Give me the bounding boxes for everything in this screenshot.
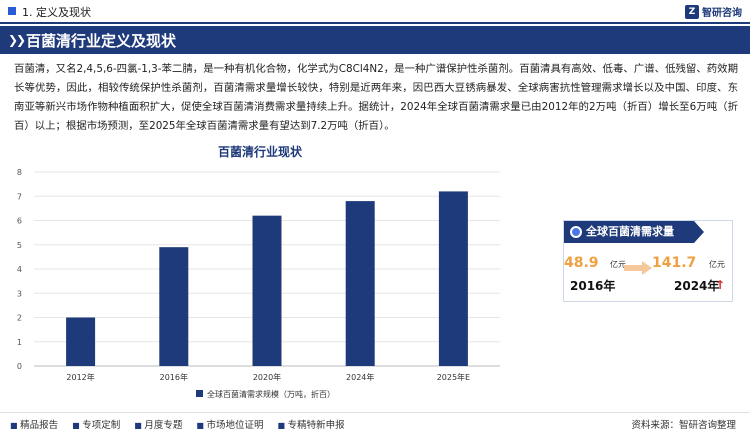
y-tick-label: 0 — [17, 362, 22, 371]
brand-name: 智研咨询 — [702, 8, 742, 19]
source-note: 资料来源：智研咨询整理 — [631, 420, 736, 431]
section-marker-icon — [8, 7, 16, 15]
footer-link[interactable]: 专项定制 — [72, 417, 120, 431]
demand-card: 全球百菌清需求量 48.9 亿元 141.7 亿元 2016年 2024年 ↑ — [563, 220, 733, 302]
value-2024: 141.7 — [652, 255, 697, 271]
x-tick-label: 2025年E — [437, 372, 470, 382]
x-tick-label: 2012年 — [66, 372, 94, 382]
bar — [159, 247, 189, 366]
growth-arrow-icon — [624, 261, 652, 275]
globe-icon — [570, 226, 582, 238]
y-tick-label: 4 — [17, 265, 22, 274]
section-label: 1. 定义及现状 — [22, 6, 91, 19]
footer-link[interactable]: 月度专题 — [134, 417, 182, 431]
bar — [252, 215, 282, 366]
footer: 精品报告 专项定制 月度专题 市场地位证明 专精特新申报 资料来源：智研咨询整理 — [0, 412, 750, 432]
legend-swatch — [196, 390, 203, 397]
footer-links: 精品报告 专项定制 月度专题 市场地位证明 专精特新申报 — [10, 417, 345, 431]
y-tick-label: 1 — [17, 338, 22, 347]
legend-label: 全球百菌清需求规模（万吨，折百） — [207, 389, 335, 399]
footer-link[interactable]: 精品报告 — [10, 417, 58, 431]
value-2016: 48.9 — [564, 255, 599, 271]
y-tick-label: 3 — [17, 289, 22, 298]
brand-logo: Z 智研咨询 — [685, 4, 742, 19]
card-header: 全球百菌清需求量 — [564, 221, 704, 243]
unit-2016: 亿元 — [610, 260, 626, 269]
y-tick-label: 8 — [17, 168, 22, 177]
x-tick-label: 2024年 — [346, 372, 374, 382]
x-tick-label: 2020年 — [253, 372, 281, 382]
y-tick-label: 7 — [17, 192, 22, 201]
intro-paragraph: 百菌清，又名2,4,5,6-四氯-1,3-苯二腈，是一种有机化合物，化学式为C8… — [14, 63, 738, 132]
unit-2024: 亿元 — [709, 260, 725, 269]
up-arrow-icon: ↑ — [715, 278, 726, 292]
card-title: 全球百菌清需求量 — [586, 225, 674, 238]
y-tick-label: 2 — [17, 314, 22, 323]
bar — [66, 317, 96, 366]
y-tick-label: 5 — [17, 241, 22, 250]
title-banner: ❯❯ 百菌清行业定义及现状 — [0, 26, 750, 54]
chart-title: 百菌清行业现状 — [217, 145, 302, 159]
page-title: 百菌清行业定义及现状 — [26, 32, 177, 50]
bar — [345, 201, 375, 366]
bar-chart: 0 1 2 3 4 5 6 7 8 2012年 2016年 2020年 2024年 2025年E 全球百菌清… — [17, 168, 500, 399]
footer-link[interactable]: 市场地位证明 — [196, 417, 263, 431]
year-2024: 2024年 — [674, 279, 720, 293]
top-bar: 1. 定义及现状 Z 智研咨询 — [0, 0, 750, 24]
y-tick-label: 6 — [17, 217, 22, 226]
year-2016: 2016年 — [570, 279, 616, 293]
double-chevron-icon: ❯❯ — [8, 33, 26, 47]
bar — [438, 191, 468, 366]
footer-link[interactable]: 专精特新申报 — [278, 417, 345, 431]
x-tick-label: 2016年 — [160, 372, 188, 382]
brand-mark-icon: Z — [685, 4, 699, 19]
